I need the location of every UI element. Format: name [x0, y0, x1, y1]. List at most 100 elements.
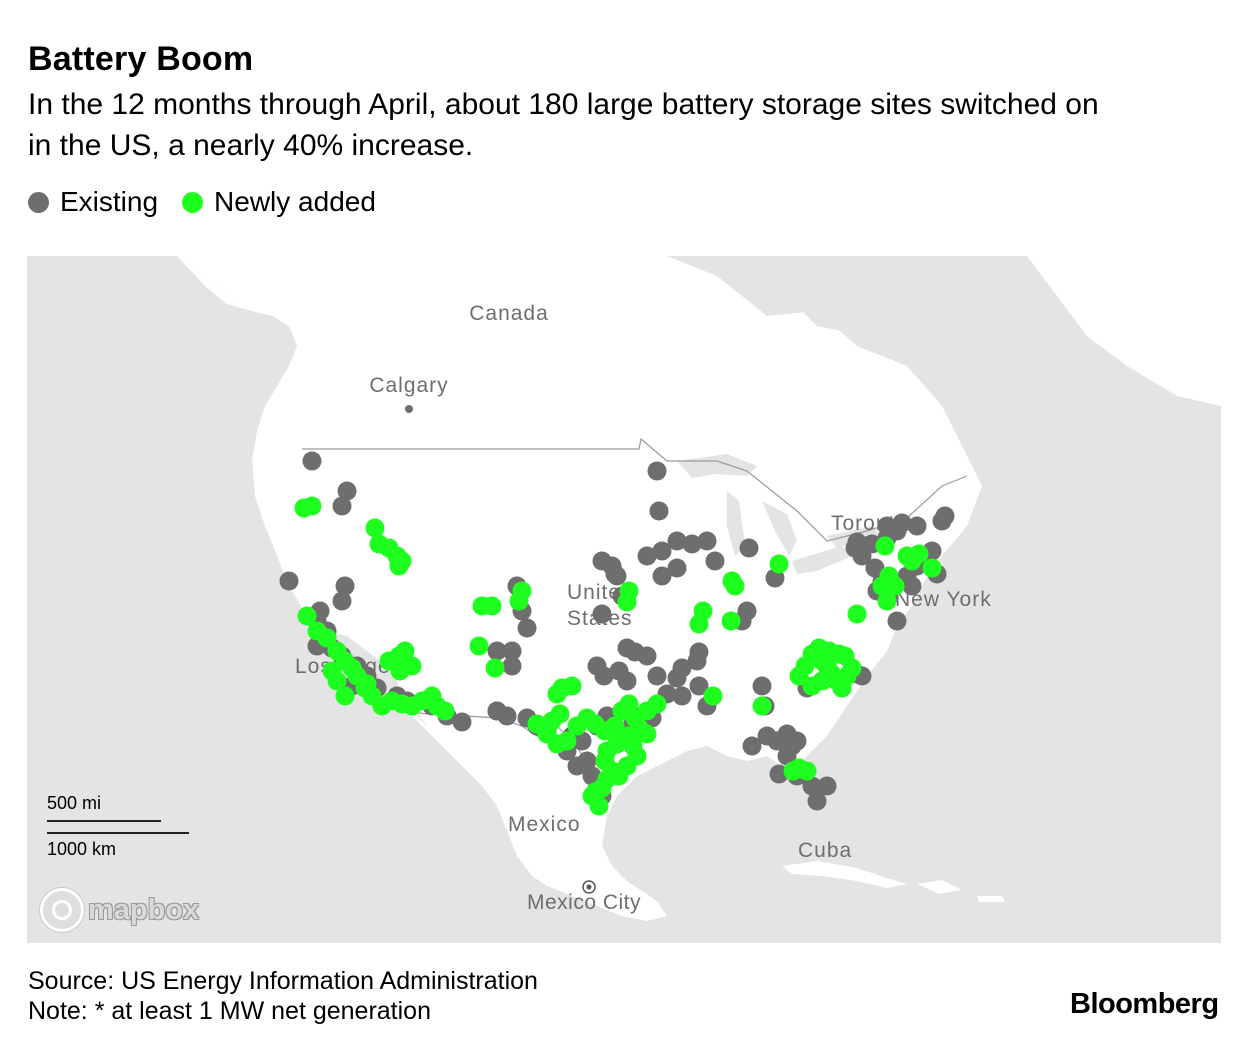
new-site-marker [872, 576, 892, 596]
existing-site-marker [652, 541, 672, 561]
label-mexico-city: Mexico City [527, 891, 641, 914]
existing-site-marker [705, 551, 725, 571]
bloomberg-logo: Bloomberg [1070, 988, 1219, 1020]
new-site-marker [335, 686, 355, 706]
new-dot-icon [182, 191, 204, 213]
new-site-marker [509, 591, 529, 611]
new-site-marker [617, 592, 637, 612]
new-site-marker [390, 661, 410, 681]
existing-site-marker [487, 641, 507, 661]
new-site-marker [769, 554, 789, 574]
hudson-bay [787, 256, 862, 331]
existing-site-marker [689, 642, 709, 662]
new-site-marker [721, 611, 741, 631]
new-site-marker [922, 558, 942, 578]
new-site-marker [327, 671, 347, 691]
existing-site-marker [487, 701, 507, 721]
new-site-marker [725, 576, 745, 596]
existing-site-marker [647, 666, 667, 686]
existing-site-marker [594, 666, 614, 686]
new-site-marker [752, 696, 772, 716]
new-site-marker [789, 666, 809, 686]
legend-new: Newly added [182, 186, 376, 218]
existing-site-marker [647, 461, 667, 481]
new-site-marker [317, 628, 337, 648]
map[interactable]: Canada Calgary Toronto United States New… [27, 256, 1221, 943]
existing-site-marker [902, 576, 922, 596]
source-text: Source: US Energy Information Administra… [28, 967, 538, 995]
new-site-marker [365, 518, 385, 538]
great-lakes [677, 454, 882, 574]
scale-bar-miles [47, 820, 161, 822]
existing-site-marker [637, 546, 657, 566]
new-site-marker [909, 544, 929, 564]
new-site-marker [703, 686, 723, 706]
new-site-marker [550, 704, 570, 724]
existing-site-marker [877, 516, 897, 536]
new-site-marker [557, 731, 577, 751]
existing-site-marker [572, 731, 592, 751]
legend: Existing Newly added [28, 186, 400, 218]
existing-site-marker [279, 571, 299, 591]
new-site-marker [389, 556, 409, 576]
new-site-marker [297, 606, 317, 626]
legend-existing: Existing [28, 186, 158, 218]
new-site-marker [623, 736, 643, 756]
scale-miles: 500 mi [47, 793, 102, 813]
new-site-marker [797, 761, 817, 781]
existing-site-marker [302, 451, 322, 471]
new-site-marker [435, 701, 455, 721]
new-site-marker [877, 591, 897, 611]
existing-site-marker [649, 501, 669, 521]
existing-site-marker [502, 656, 522, 676]
existing-site-marker [887, 611, 907, 631]
existing-site-marker [652, 566, 672, 586]
mapbox-logo-icon [40, 888, 84, 932]
chart-title: Battery Boom [28, 40, 254, 78]
new-site-marker [485, 658, 505, 678]
existing-site-marker [697, 531, 717, 551]
existing-site-marker [739, 538, 759, 558]
existing-site-marker [452, 712, 472, 732]
map-svg[interactable]: Canada Calgary Toronto United States New… [27, 256, 1221, 943]
label-cuba: Cuba [798, 839, 852, 862]
existing-site-marker [817, 776, 837, 796]
mapbox-wordmark: mapbox [88, 893, 200, 926]
new-site-marker [302, 496, 322, 516]
chart-subtitle: In the 12 months through April, about 18… [28, 88, 1099, 162]
new-site-marker [689, 614, 709, 634]
land-greenland [1027, 256, 1221, 406]
mapbox-attribution[interactable]: mapbox [40, 888, 199, 932]
label-calgary: Calgary [369, 374, 448, 397]
existing-site-marker [807, 791, 827, 811]
existing-site-marker [517, 618, 537, 638]
existing-site-marker [847, 532, 867, 552]
existing-site-marker [667, 558, 687, 578]
existing-site-marker [337, 481, 357, 501]
existing-site-marker [865, 558, 885, 578]
new-site-marker [357, 674, 377, 694]
existing-site-marker [787, 731, 807, 751]
existing-site-marker [335, 576, 355, 596]
land-northwest [177, 256, 252, 311]
existing-site-marker [625, 642, 645, 662]
caribbean-islands [782, 861, 1005, 902]
existing-site-marker [689, 676, 709, 696]
label-mexico: Mexico [508, 813, 581, 836]
new-site-marker [885, 576, 905, 596]
note-text: Note: * at least 1 MW net generation [28, 997, 431, 1025]
new-site-marker [562, 676, 582, 696]
new-site-marker [395, 641, 415, 661]
existing-site-marker [682, 534, 702, 554]
existing-site-marker [752, 676, 772, 696]
new-site-marker [629, 718, 649, 738]
new-site-marker [482, 596, 502, 616]
label-new-york: New York [895, 588, 992, 611]
existing-site-marker [332, 496, 352, 516]
existing-dot-icon [28, 191, 49, 213]
new-site-marker [847, 604, 867, 624]
existing-site-marker [892, 513, 912, 533]
new-sites-layer [294, 496, 942, 816]
existing-site-marker [907, 516, 927, 536]
existing-site-marker [667, 668, 687, 688]
